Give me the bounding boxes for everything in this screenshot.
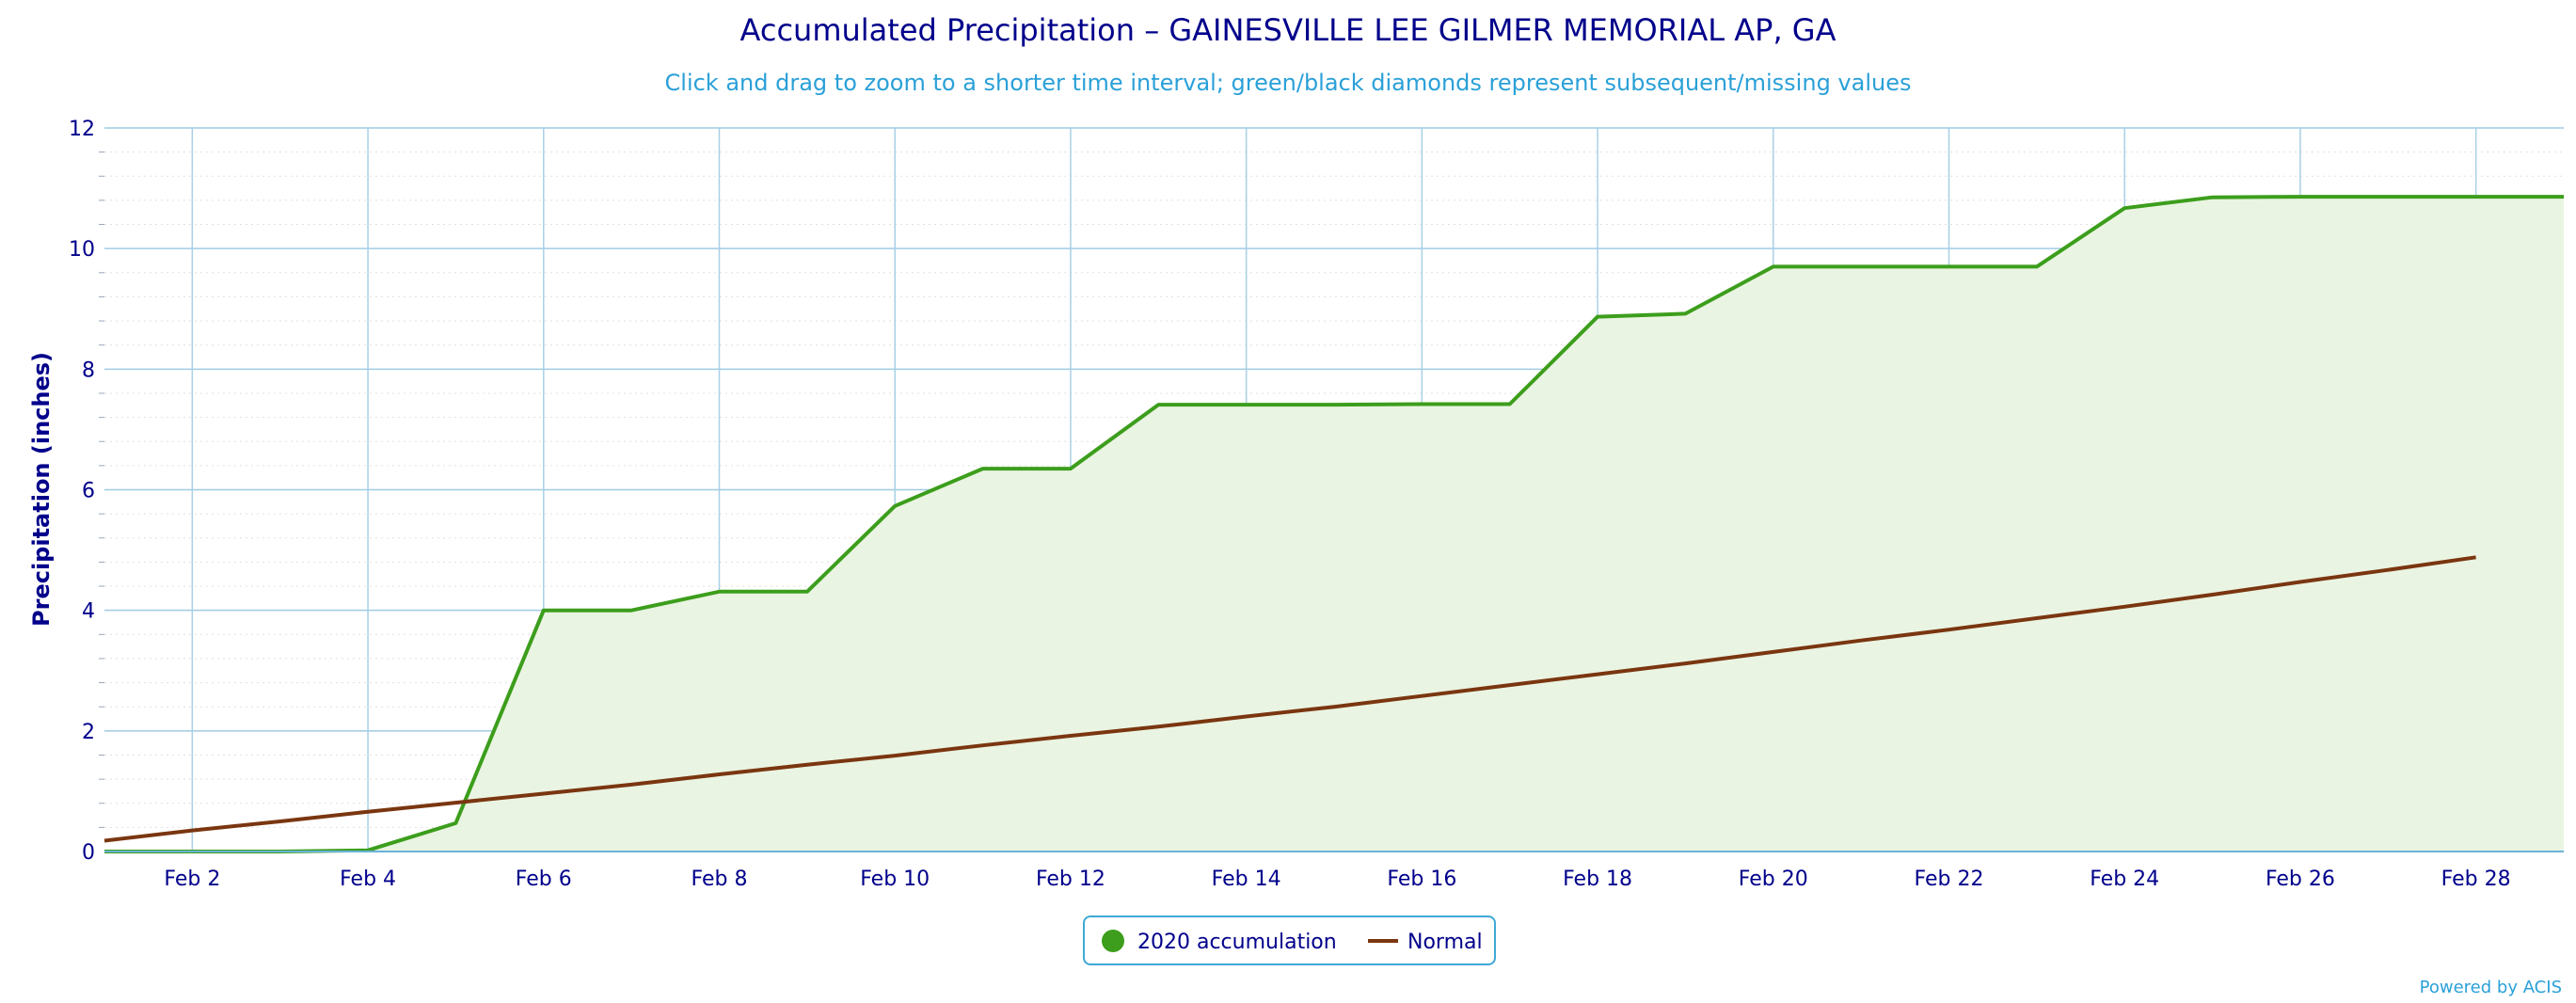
data-point-normal[interactable] xyxy=(1328,701,1340,712)
data-point-2020-accumulation[interactable] xyxy=(889,501,900,512)
data-point-normal[interactable] xyxy=(1153,721,1164,732)
data-point-2020-accumulation[interactable] xyxy=(714,586,725,597)
data-point-2020-accumulation[interactable] xyxy=(538,605,549,616)
legend: 2020 accumulation Normal xyxy=(1083,915,1496,965)
data-point-2020-accumulation[interactable] xyxy=(1768,261,1779,272)
chart-subtitle: Click and drag to zoom to a shorter time… xyxy=(665,70,1912,96)
data-point-normal[interactable] xyxy=(186,825,198,836)
data-point-normal[interactable] xyxy=(1241,710,1252,722)
x-tick-label: Feb 2 xyxy=(164,868,220,891)
data-point-normal[interactable] xyxy=(1592,669,1603,680)
data-point-2020-accumulation[interactable] xyxy=(2295,191,2306,202)
data-point-normal[interactable] xyxy=(2295,577,2306,588)
series-area-2020-accumulation xyxy=(104,197,2564,852)
credit-link[interactable]: Powered by ACIS xyxy=(2420,978,2562,997)
data-point-normal[interactable] xyxy=(275,816,286,827)
x-tick-label: Feb 4 xyxy=(340,868,396,891)
data-point-normal[interactable] xyxy=(362,806,374,818)
data-point-normal[interactable] xyxy=(1504,679,1516,691)
data-point-normal[interactable] xyxy=(538,788,549,799)
series-line-2020-accumulation xyxy=(104,195,2564,853)
data-point-2020-accumulation[interactable] xyxy=(1241,399,1252,410)
y-tick-label: 12 xyxy=(69,118,95,141)
area-layer xyxy=(104,197,2564,852)
x-tick-label: Feb 24 xyxy=(2090,868,2159,891)
legend-item-2020-accumulation[interactable]: 2020 accumulation xyxy=(1102,930,1337,954)
data-point-2020-accumulation[interactable] xyxy=(1065,463,1076,474)
data-point-2020-accumulation[interactable] xyxy=(2558,191,2569,202)
data-point-normal[interactable] xyxy=(802,759,813,771)
legend-marker-2020-accumulation xyxy=(1102,930,1124,952)
x-tick-label: Feb 6 xyxy=(516,868,572,891)
legend-item-normal[interactable]: Normal xyxy=(1368,931,1483,954)
data-point-2020-accumulation[interactable] xyxy=(2119,202,2130,214)
data-point-normal[interactable] xyxy=(714,769,725,780)
data-point-2020-accumulation[interactable] xyxy=(2471,191,2482,202)
chart-title: Accumulated Precipitation – GAINESVILLE … xyxy=(740,12,1837,48)
data-point-normal[interactable] xyxy=(2207,589,2218,600)
data-point-normal[interactable] xyxy=(2031,613,2043,624)
data-point-normal[interactable] xyxy=(99,835,110,846)
data-point-normal[interactable] xyxy=(978,740,989,751)
data-point-2020-accumulation[interactable] xyxy=(978,463,989,474)
x-tick-label: Feb 12 xyxy=(1036,868,1105,891)
legend-label-2020-accumulation: 2020 accumulation xyxy=(1137,931,1337,954)
axes: 0 2 4 6 8 10 12 Feb 2 Feb 4 Feb 6 Feb 8 Feb 10 Feb 1… xyxy=(69,118,2564,891)
data-point-normal[interactable] xyxy=(1065,730,1076,741)
data-point-normal[interactable] xyxy=(889,750,900,761)
y-tick-label: 8 xyxy=(82,358,95,382)
data-point-normal[interactable] xyxy=(1944,624,1955,635)
data-point-2020-accumulation[interactable] xyxy=(362,845,374,856)
x-tick-label: Feb 20 xyxy=(1739,868,1808,891)
y-tick-label: 10 xyxy=(69,238,95,262)
data-point-2020-accumulation[interactable] xyxy=(2207,192,2218,203)
x-tick-label: Feb 18 xyxy=(1563,868,1632,891)
data-point-2020-accumulation[interactable] xyxy=(1592,311,1603,323)
data-point-2020-accumulation[interactable] xyxy=(1944,261,1955,272)
data-point-normal[interactable] xyxy=(1679,658,1691,669)
x-tick-label: Feb 22 xyxy=(1915,868,1984,891)
data-point-2020-accumulation[interactable] xyxy=(2382,191,2393,202)
data-point-2020-accumulation[interactable] xyxy=(1855,261,1867,272)
x-tick-label: Feb 14 xyxy=(1212,868,1281,891)
data-point-normal[interactable] xyxy=(626,779,637,790)
y-tick-label: 0 xyxy=(82,841,95,865)
data-point-normal[interactable] xyxy=(1855,635,1867,646)
data-point-2020-accumulation[interactable] xyxy=(450,818,461,829)
y-tick-label: 4 xyxy=(82,600,95,624)
x-tick-label: Feb 16 xyxy=(1387,868,1456,891)
x-tick-label: Feb 8 xyxy=(692,868,748,891)
legend-label-normal: Normal xyxy=(1407,931,1483,954)
y-tick-label: 6 xyxy=(82,480,95,503)
series-lines xyxy=(99,191,2569,856)
x-tick-label: Feb 10 xyxy=(860,868,930,891)
data-point-normal[interactable] xyxy=(2471,551,2482,563)
data-point-2020-accumulation[interactable] xyxy=(1328,399,1340,410)
data-point-2020-accumulation[interactable] xyxy=(802,586,813,597)
y-axis-title: Precipitation (inches) xyxy=(28,352,55,627)
data-point-normal[interactable] xyxy=(2382,565,2393,576)
data-point-2020-accumulation[interactable] xyxy=(2031,261,2043,272)
data-point-normal[interactable] xyxy=(1416,691,1427,702)
data-point-normal[interactable] xyxy=(450,797,461,808)
data-point-normal[interactable] xyxy=(2119,601,2130,613)
x-tick-label: Feb 28 xyxy=(2441,868,2511,891)
data-point-2020-accumulation[interactable] xyxy=(1504,399,1516,410)
y-tick-label: 2 xyxy=(82,721,95,744)
series-line-normal xyxy=(103,555,2476,843)
data-point-normal[interactable] xyxy=(1768,646,1779,658)
data-point-2020-accumulation[interactable] xyxy=(1416,399,1427,410)
legend-box xyxy=(1083,915,1496,965)
data-point-2020-accumulation[interactable] xyxy=(626,605,637,616)
data-point-2020-accumulation[interactable] xyxy=(1153,399,1164,410)
x-tick-label: Feb 26 xyxy=(2266,868,2335,891)
data-point-2020-accumulation[interactable] xyxy=(1679,308,1691,319)
